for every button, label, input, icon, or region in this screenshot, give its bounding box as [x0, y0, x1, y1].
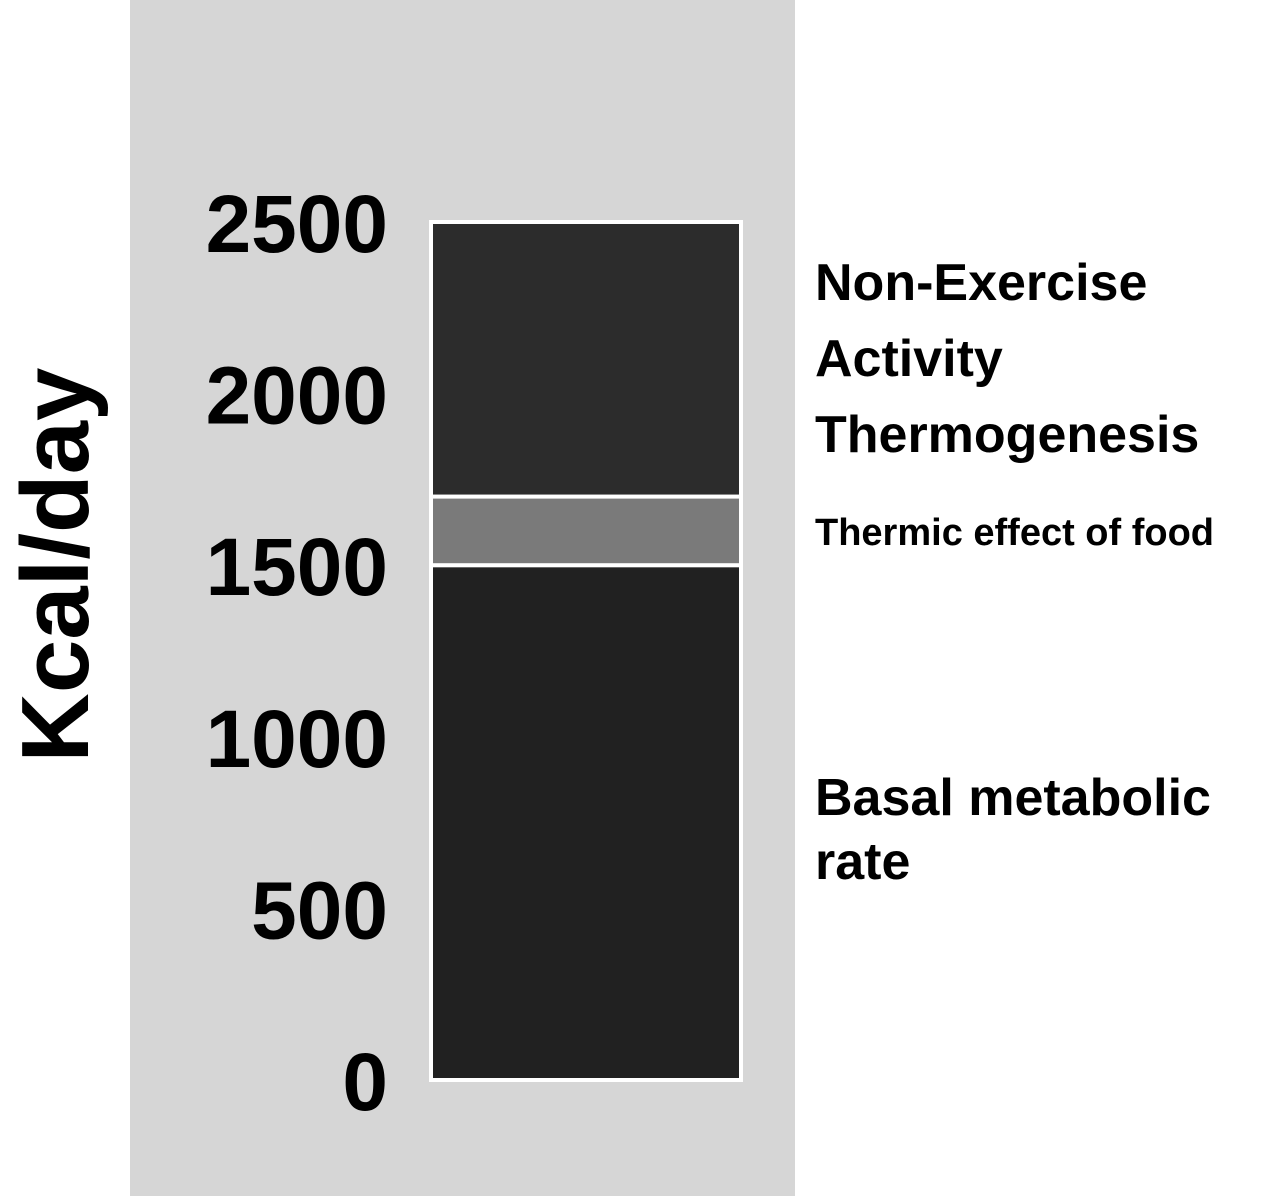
segment-label-2-line-0: Non-Exercise: [815, 254, 1147, 312]
y-tick-label: 2500: [206, 179, 388, 270]
segment-label-0-line-1: rate: [815, 833, 910, 891]
y-tick-label: 500: [251, 865, 388, 956]
bar-segment-2: [429, 220, 743, 499]
y-tick-label: 1000: [206, 694, 388, 785]
segment-label-0-line-0: Basal metabolic: [815, 769, 1211, 827]
bar-segments: [429, 220, 743, 1082]
y-axis-label: Kcal/day: [2, 368, 109, 763]
segment-label-2-line-1: Activity: [815, 330, 1003, 388]
y-tick-label: 1500: [206, 522, 388, 613]
bar-segment-1: [429, 494, 743, 568]
y-tick-label: 0: [342, 1037, 388, 1128]
y-tick-label: 2000: [206, 351, 388, 442]
segment-labels: Basal metabolic rate Thermic effect of foo…: [815, 254, 1214, 891]
y-axis-ticks: 0 500 1000 1500 2000 2500: [206, 179, 388, 1128]
segment-label-2-line-2: Thermogenesis: [815, 406, 1199, 464]
bar-segment-0: [429, 563, 743, 1082]
segment-label-1-line-0: Thermic effect of food: [815, 512, 1214, 554]
